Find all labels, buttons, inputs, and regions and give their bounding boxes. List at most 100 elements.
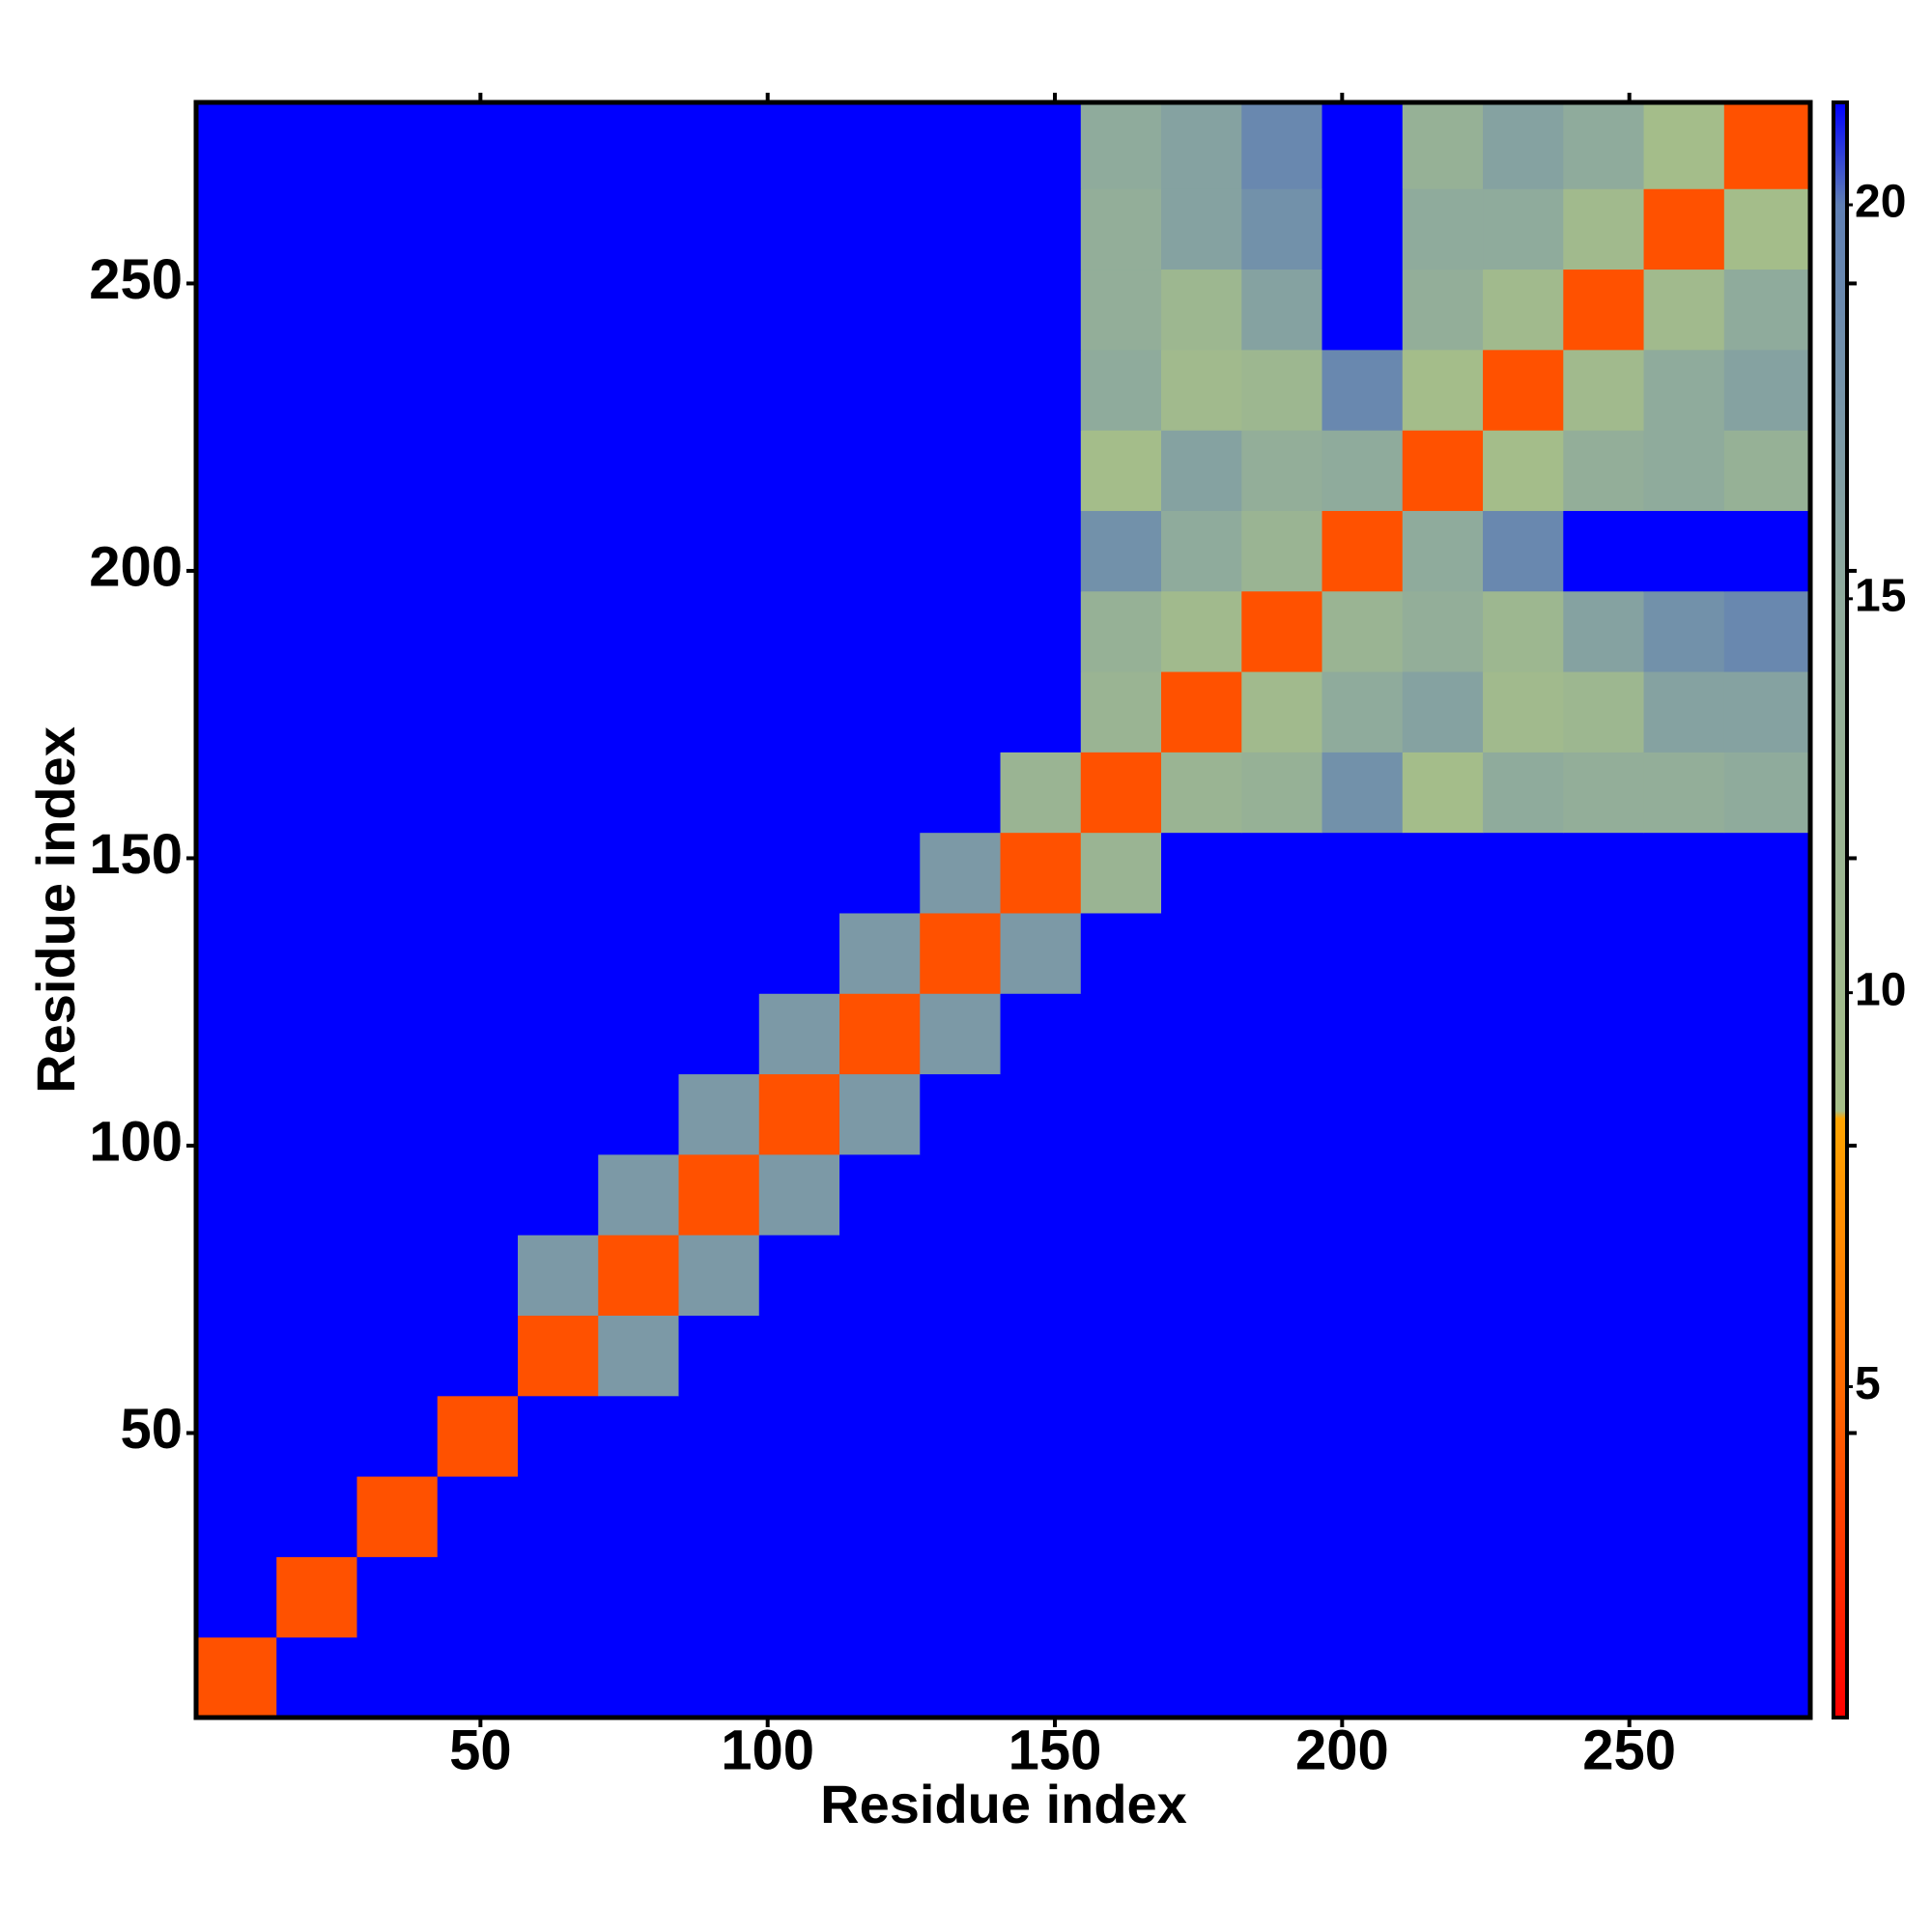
heatmap-cell — [1000, 430, 1082, 511]
heatmap-cell — [356, 832, 439, 914]
heatmap-cell — [1000, 671, 1082, 753]
heatmap-cell — [758, 590, 840, 672]
heatmap-cell — [518, 1235, 599, 1316]
heatmap-cell — [678, 1235, 760, 1316]
heatmap-cell — [1643, 349, 1725, 431]
heatmap-cell — [356, 510, 439, 592]
heatmap-cell — [758, 1235, 840, 1316]
heatmap-cell — [678, 269, 760, 351]
heatmap-cell — [1402, 1153, 1484, 1236]
heatmap-cell — [839, 510, 921, 592]
heatmap-cell — [678, 752, 760, 834]
heatmap-cell — [1321, 510, 1404, 592]
heatmap-cell — [518, 993, 599, 1075]
heatmap-cell — [1161, 832, 1242, 914]
heatmap-cell — [598, 1636, 680, 1719]
heatmap-cell — [276, 1315, 358, 1397]
heatmap-cell — [1483, 188, 1564, 270]
heatmap-cell — [1000, 1153, 1082, 1236]
heatmap-cell — [920, 671, 1002, 753]
heatmap-cell — [1723, 832, 1811, 914]
heatmap-cell — [678, 102, 760, 189]
heatmap-cell — [196, 349, 277, 431]
heatmap-cell — [1643, 430, 1725, 511]
heatmap-cell — [1241, 1153, 1323, 1236]
heatmap-cell — [1000, 912, 1082, 994]
heatmap-cell — [1643, 1073, 1725, 1155]
heatmap-cell — [1241, 349, 1323, 431]
heatmap-cell — [1321, 349, 1404, 431]
heatmap-cell — [1643, 1395, 1725, 1477]
heatmap-cell — [1723, 1153, 1811, 1236]
heatmap-cell — [1080, 1636, 1162, 1719]
heatmap-cell — [1643, 1153, 1725, 1236]
heatmap-cell — [518, 671, 599, 753]
heatmap-cell — [758, 269, 840, 351]
heatmap-cell — [1241, 102, 1323, 189]
heatmap-cell — [839, 912, 921, 994]
heatmap-cell — [1402, 832, 1484, 914]
heatmap-cell — [1643, 1315, 1725, 1397]
heatmap-cell — [839, 993, 921, 1075]
heatmap-cell — [1161, 671, 1242, 753]
heatmap-cell — [678, 993, 760, 1075]
heatmap-cell — [598, 188, 680, 270]
heatmap-cell — [758, 752, 840, 834]
heatmap-cell — [276, 1235, 358, 1316]
heatmap-cell — [1723, 510, 1811, 592]
heatmap-cell — [1241, 430, 1323, 511]
x-axis-label: Residue index — [820, 1774, 1187, 1834]
heatmap-cell — [839, 188, 921, 270]
heatmap-cell — [1402, 1235, 1484, 1316]
heatmap-cell — [1483, 1153, 1564, 1236]
heatmap-cell — [196, 1073, 277, 1155]
heatmap-cell — [1000, 1315, 1082, 1397]
heatmap-cell — [1563, 1556, 1645, 1638]
heatmap-cell — [276, 1476, 358, 1557]
heatmap-cell — [678, 1395, 760, 1477]
heatmap-cell — [1483, 832, 1564, 914]
heatmap-cell — [839, 349, 921, 431]
heatmap-cell — [1723, 349, 1811, 431]
heatmap-cell — [920, 102, 1002, 189]
heatmap-cell — [598, 1476, 680, 1557]
heatmap-cell — [1643, 1476, 1725, 1557]
heatmap-cell — [518, 832, 599, 914]
heatmap-cell — [1643, 993, 1725, 1075]
heatmap-cell — [839, 1395, 921, 1477]
heatmap-cell — [1161, 993, 1242, 1075]
heatmap-cell — [1723, 671, 1811, 753]
heatmap-cell — [1723, 102, 1811, 189]
heatmap-cell — [1643, 269, 1725, 351]
heatmap-cell — [1000, 832, 1082, 914]
heatmap-cell — [1321, 1636, 1404, 1719]
heatmap-cell — [1643, 102, 1725, 189]
heatmap-cell — [1241, 1315, 1323, 1397]
heatmap-cell — [1161, 1476, 1242, 1557]
heatmap-cell — [920, 1315, 1002, 1397]
heatmap-cell — [1563, 993, 1645, 1075]
heatmap-cell — [598, 993, 680, 1075]
heatmap-cell — [437, 912, 519, 994]
heatmap-cell — [758, 1636, 840, 1719]
heatmap-cell — [758, 349, 840, 431]
heatmap-cell — [598, 832, 680, 914]
heatmap-cell — [1161, 430, 1242, 511]
y-tick-label: 150 — [89, 823, 183, 886]
heatmap-cell — [196, 671, 277, 753]
colorbar-tick-label: 20 — [1855, 177, 1906, 228]
heatmap-cell — [1723, 1395, 1811, 1477]
heatmap-cell — [356, 188, 439, 270]
heatmap-cell — [518, 1395, 599, 1477]
heatmap-cell — [196, 1395, 277, 1477]
heatmap-cell — [1080, 1235, 1162, 1316]
heatmap-cell — [1080, 510, 1162, 592]
heatmap-cell — [920, 993, 1002, 1075]
heatmap-cell — [598, 349, 680, 431]
heatmap-cell — [437, 349, 519, 431]
heatmap-cell — [758, 1153, 840, 1236]
heatmap-cell — [518, 1476, 599, 1557]
heatmap-cell — [356, 430, 439, 511]
heatmap-cells — [196, 102, 1811, 1719]
heatmap-cell — [920, 1235, 1002, 1316]
